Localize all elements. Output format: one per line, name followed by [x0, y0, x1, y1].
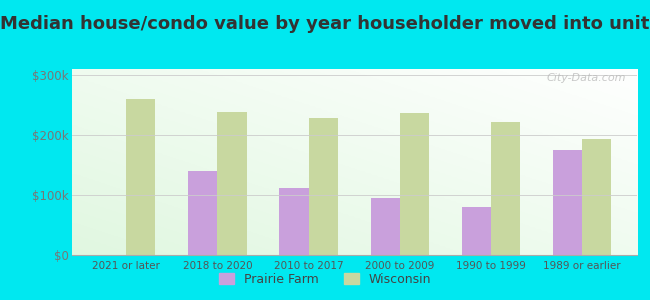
Bar [309, 118, 338, 255]
Bar [188, 171, 218, 255]
Text: City-Data.com: City-Data.com [546, 73, 626, 83]
Bar [491, 122, 520, 255]
Bar [280, 188, 309, 255]
Text: Median house/condo value by year householder moved into unit: Median house/condo value by year househo… [0, 15, 650, 33]
Bar [126, 99, 155, 255]
Bar [400, 113, 429, 255]
Bar [553, 150, 582, 255]
Bar [218, 112, 246, 255]
Legend: Prairie Farm, Wisconsin: Prairie Farm, Wisconsin [214, 268, 436, 291]
Bar [462, 207, 491, 255]
Bar [582, 139, 612, 255]
Bar [370, 198, 400, 255]
